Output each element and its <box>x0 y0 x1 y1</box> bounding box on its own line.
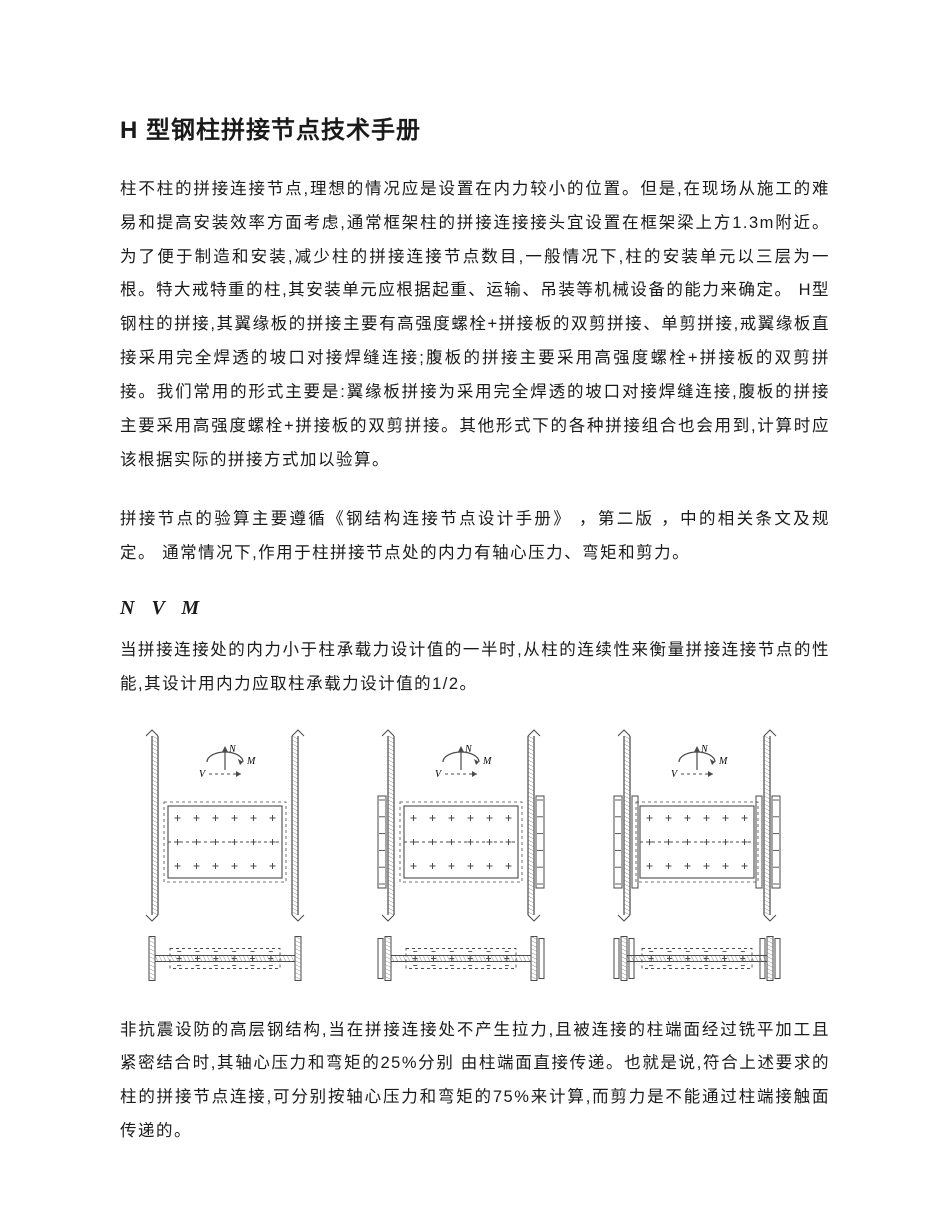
paragraph-3: 当拼接连接处的内力小于柱承载力设计值的一半时,从柱的连续性来衡量拼接连接节点的性… <box>120 634 830 702</box>
svg-text:M: M <box>246 756 256 767</box>
splice-section-2 <box>356 931 566 986</box>
svg-text:V: V <box>199 769 207 780</box>
svg-text:M: M <box>718 756 728 767</box>
svg-text:V: V <box>671 769 679 780</box>
svg-text:M: M <box>482 756 492 767</box>
splice-elevation-2: NMV <box>356 728 566 923</box>
paragraph-4: 非抗震设防的高层钢结构,当在拼接连接处不产生拉力,且被连接的柱端面经过铣平加工且… <box>120 1014 830 1149</box>
paragraph-1: 柱不柱的拼接连接节点,理想的情况应是设置在内力较小的位置。但是,在现场从施工的难… <box>120 173 830 477</box>
splice-section-3 <box>592 931 802 986</box>
splice-section-1 <box>120 931 330 986</box>
paragraph-2: 拼接节点的验算主要遵循《钢结构连接节点设计手册》 ，第二版 ，中的相关条文及规定… <box>120 503 830 571</box>
page-title: H 型钢柱拼接节点技术手册 <box>120 110 830 145</box>
svg-text:V: V <box>435 769 443 780</box>
splice-sections-row <box>120 931 830 986</box>
formula-nvm: N V M <box>120 597 830 620</box>
splice-elevation-3: NMV <box>592 728 802 923</box>
splice-elevations-row: NMV NMV NMV <box>120 728 830 923</box>
splice-elevation-1: NMV <box>120 728 330 923</box>
